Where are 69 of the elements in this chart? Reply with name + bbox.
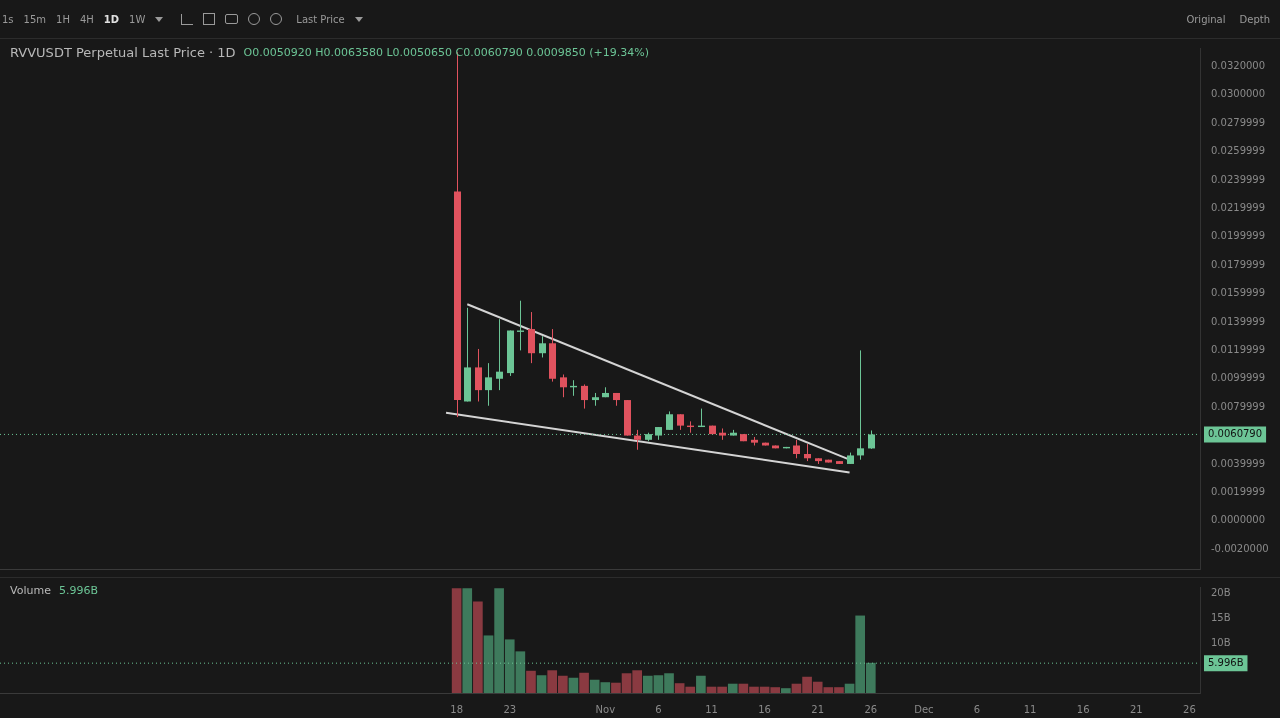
- bar: [727, 683, 738, 693]
- y-tick-label: 0.0099999: [1211, 372, 1266, 384]
- y-tick-label: 0.0219999: [1211, 202, 1266, 214]
- text: 1H: [56, 13, 70, 25]
- x-tick-label: 21: [1129, 703, 1143, 715]
- x-tick-label: 18: [450, 703, 463, 715]
- y-tick-label: 10B: [1211, 636, 1231, 648]
- y-tick-label: 0.0139999: [1211, 315, 1266, 327]
- candlestick: [581, 383, 588, 410]
- text: 1W: [129, 13, 146, 25]
- bar: [781, 688, 791, 693]
- y-tick-label: 20B: [1211, 587, 1231, 599]
- y-tick-label: 0.0279999: [1211, 116, 1266, 128]
- y-tick-label: 0.0159999: [1211, 287, 1266, 299]
- text: Depth: [1239, 13, 1270, 25]
- bar: [462, 588, 473, 693]
- text: 1D: [103, 13, 120, 25]
- x-tick-label: Nov: [595, 703, 616, 715]
- y-tick-label: 0.0239999: [1211, 173, 1266, 185]
- x-tick-label: 16: [758, 703, 771, 715]
- y-tick-label: 0.0019999: [1211, 485, 1266, 497]
- y-tick-label: 0.0259999: [1211, 145, 1266, 157]
- y-tick-label: 0.0039999: [1211, 457, 1266, 469]
- candlestick: [475, 348, 482, 402]
- y-tick-label: 0.0199999: [1211, 230, 1266, 242]
- chart-subtitle: O0.0050920 H0.0063580 L0.0050650 C0.0060790 0.0009850 (+19.34%): [243, 46, 649, 60]
- y-tick-label: 0.0079999: [1211, 400, 1266, 412]
- x-tick-label: Dec: [914, 703, 934, 715]
- ref-line-label: 5.996B: [1208, 656, 1244, 668]
- y-tick-label: 0.0119999: [1211, 343, 1266, 355]
- ref-line-label: 0.0060790: [1208, 428, 1263, 440]
- text: Last Price: [296, 13, 345, 25]
- x-tick-label: 26: [864, 703, 878, 715]
- x-tick-label: 11: [1023, 703, 1037, 715]
- text: 15m: [23, 13, 47, 25]
- text: 1s: [2, 13, 14, 25]
- text: 4H: [79, 13, 94, 25]
- y-tick-label: 0.0300000: [1211, 88, 1266, 100]
- y-tick-label: 0.0179999: [1211, 258, 1266, 270]
- bar: [536, 675, 547, 693]
- bar: [526, 670, 536, 693]
- bar: [473, 601, 483, 693]
- candlestick: [496, 318, 503, 391]
- candlestick: [666, 410, 673, 431]
- y-tick-label: 15B: [1211, 611, 1231, 623]
- x-tick-label: 6: [973, 703, 981, 715]
- y-tick-label: 0.0000000: [1211, 514, 1266, 526]
- x-tick-label: 16: [1076, 703, 1090, 715]
- annotation: 5.996B: [58, 584, 98, 597]
- bar: [696, 675, 706, 693]
- candlestick: [857, 349, 864, 461]
- x-tick-label: 23: [503, 703, 517, 715]
- candlestick: [539, 335, 546, 358]
- chart-title: RVVUSDT Perpetual Last Price · 1D: [10, 45, 236, 60]
- candlestick: [793, 439, 800, 459]
- y-tick-label: 0.0320000: [1211, 60, 1266, 72]
- candlestick: [634, 429, 641, 451]
- x-tick-label: 21: [811, 703, 825, 715]
- x-tick-label: 26: [1183, 703, 1196, 715]
- bar: [451, 588, 462, 693]
- y-tick-label: -0.0020000: [1211, 542, 1269, 554]
- chart-title: Volume: [10, 584, 51, 597]
- candlestick: [560, 374, 567, 398]
- x-tick-label: 6: [655, 703, 662, 715]
- x-tick-label: 11: [705, 703, 718, 715]
- candlestick: [485, 362, 492, 407]
- text: Original: [1186, 13, 1226, 25]
- bar: [568, 677, 579, 693]
- bar: [579, 672, 589, 693]
